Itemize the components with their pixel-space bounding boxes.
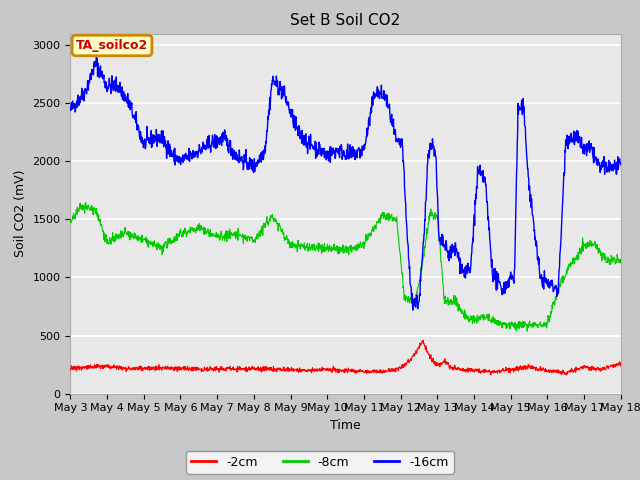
Y-axis label: Soil CO2 (mV): Soil CO2 (mV) bbox=[14, 170, 27, 257]
X-axis label: Time: Time bbox=[330, 419, 361, 432]
Text: TA_soilco2: TA_soilco2 bbox=[76, 39, 148, 52]
Legend: -2cm, -8cm, -16cm: -2cm, -8cm, -16cm bbox=[186, 451, 454, 474]
Title: Set B Soil CO2: Set B Soil CO2 bbox=[291, 13, 401, 28]
